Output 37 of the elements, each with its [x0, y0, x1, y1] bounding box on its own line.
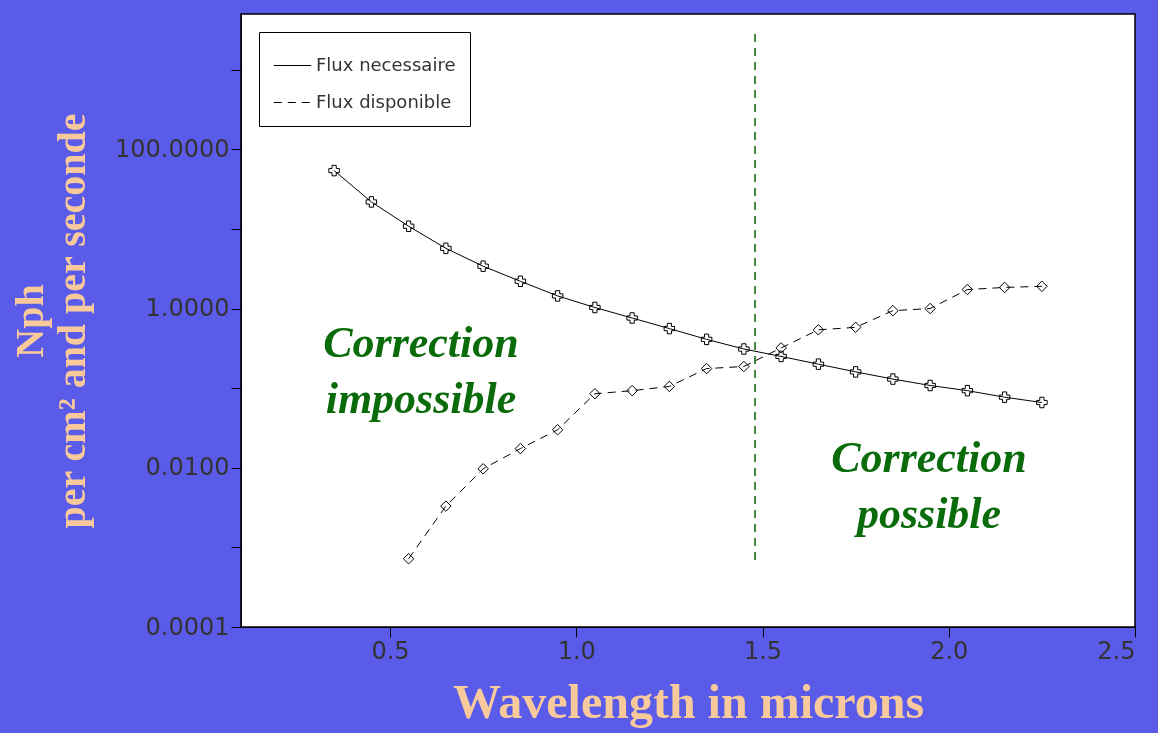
point	[514, 275, 527, 287]
point	[589, 301, 601, 314]
x-tick-label: 2.5	[1097, 636, 1136, 665]
point	[551, 290, 564, 302]
point	[998, 391, 1011, 403]
point	[477, 463, 489, 475]
legend-label: Flux disponible	[316, 90, 452, 112]
point	[700, 333, 713, 346]
point	[402, 220, 415, 232]
point	[1036, 396, 1048, 409]
point	[924, 379, 936, 392]
point	[365, 196, 378, 208]
legend-label: Flux necessaire	[316, 53, 456, 75]
point	[663, 322, 676, 335]
point	[849, 366, 862, 378]
y-tick-label: 100.0000	[114, 134, 230, 163]
annotation: Correction possible	[831, 433, 1027, 538]
point	[775, 350, 787, 363]
point	[961, 384, 974, 397]
x-tick-label: 0.5	[371, 636, 410, 665]
point	[477, 260, 489, 272]
x-tick-label: 1.5	[743, 636, 783, 665]
point	[328, 164, 340, 177]
point	[626, 312, 638, 324]
point	[775, 342, 787, 354]
point	[812, 358, 825, 370]
point	[440, 242, 452, 255]
x-tick-label: 2.0	[930, 636, 969, 665]
annotation: Correction impossible	[323, 318, 519, 423]
y-tick-label: 1.0000	[145, 294, 230, 323]
x-axis-title: Wavelength in microns	[452, 674, 925, 728]
y-tick-label: 0.0100	[145, 453, 230, 482]
y-tick-label: 0.0001	[145, 612, 230, 641]
x-tick-label: 1.0	[557, 636, 596, 665]
point	[887, 373, 899, 385]
point	[738, 343, 750, 355]
text: Nph	[6, 284, 52, 358]
